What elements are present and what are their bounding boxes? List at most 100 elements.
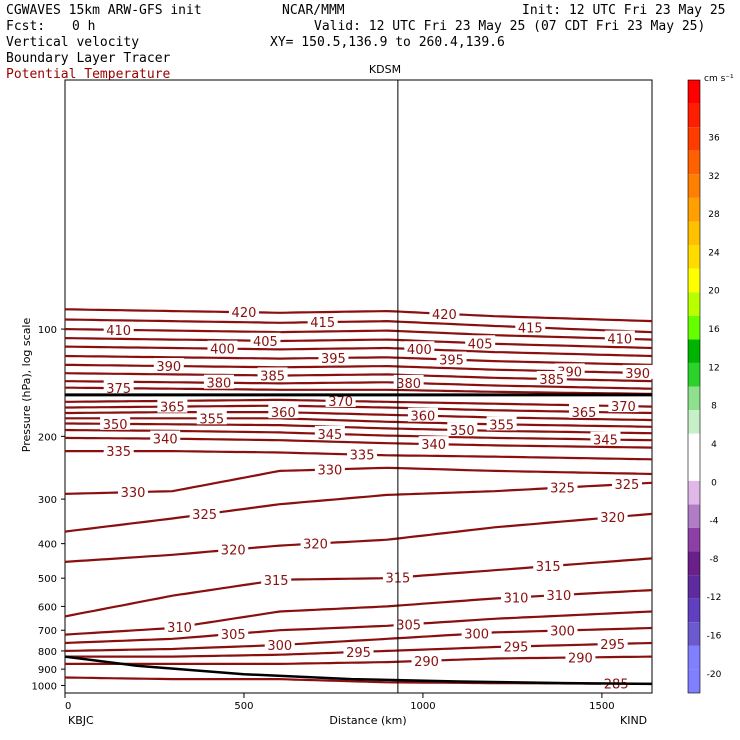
theta-label: 350 [450,424,475,439]
colorbar-tick-label: 36 [708,133,720,143]
model-title: CGWAVES 15km ARW-GFS init [6,3,202,18]
colorbar-cell [688,150,700,175]
theta-line-410 [64,328,653,341]
theta-label-bg [611,476,642,491]
theta-label: 315 [536,560,561,575]
theta-label-bg [314,461,345,476]
theta-label: 355 [199,412,224,427]
theta-label: 330 [121,486,146,501]
theta-label: 305 [396,618,421,633]
theta-label: 420 [432,308,457,323]
theta-label-bg [590,431,621,446]
y-tick-label: 600 [38,602,57,613]
theta-label-bg [407,407,438,422]
y-tick-label: 200 [38,432,57,443]
theta-label: 310 [504,591,529,606]
theta-label-bg [533,558,564,573]
theta-label: 290 [414,655,439,670]
theta-label: 405 [468,337,493,352]
colorbar: -20 -16 -12 -8 -4 0 4 8 12 16 20 24 28 32 36 [687,79,722,694]
x-tick-label: 1000 [410,701,435,712]
theta-label: 395 [321,352,346,367]
theta-label-bg [103,443,134,458]
theta-label: 415 [518,321,543,336]
theta-label-bg [411,652,442,667]
y-axis-title: Pressure (hPa), log scale [20,318,33,453]
theta-label: 335 [106,445,131,460]
theta-label: 410 [106,324,131,339]
colorbar-cell [688,268,700,293]
theta-label-bg [568,403,599,418]
colorbar-tick-label: 20 [708,287,720,297]
theta-label-bg [261,572,292,587]
theta-label: 390 [156,360,181,375]
theta-label-bg [257,367,288,382]
axes: 0 500 1000 1500 100 200 300 400 500 600 700 800 900 1… [32,325,615,712]
theta-label: 290 [568,651,593,666]
theta-label-bg [207,340,238,355]
theta-label-bg [150,430,181,445]
colorbar-cell [688,527,700,552]
theta-label: 400 [407,343,432,358]
theta-label: 325 [192,508,217,523]
valid-time: Valid: 12 UTC Fri 23 May 25 (07 CDT Fri … [314,19,705,34]
field-potential-temperature: Potential Temperature [6,67,171,82]
theta-label: 385 [260,369,285,384]
theta-label: 295 [504,640,529,655]
fcst-label: Fcst: [6,19,45,34]
theta-label-bg [164,618,195,633]
theta-line-405 [64,337,653,350]
theta-label-bg [547,479,578,494]
x-tick-label: 0 [65,701,71,712]
theta-label: 340 [153,433,178,448]
theta-label: 320 [221,544,246,559]
theta-line-375 [65,386,653,395]
colorbar-tick-label: 24 [708,248,720,258]
y-tick-label: 100 [38,325,57,336]
x-tick-label: 1500 [589,701,614,712]
y-tick-label: 500 [38,574,57,585]
theta-label-bg [325,392,356,407]
colorbar-cell [688,575,700,599]
theta-label-bg [536,371,567,386]
theta-label-bg [347,446,378,461]
theta-label-bg [218,541,249,556]
theta-label: 300 [267,639,292,654]
theta-line-290 [65,655,653,666]
theta-label-bg [103,321,134,336]
station-top-label: KDSM [369,63,401,76]
theta-label-bg [228,304,259,319]
theta-label-bg [393,616,424,631]
theta-label-bg [418,436,449,451]
xy-coordinates: XY= 150.5,136.9 to 260.4,139.6 [270,35,505,50]
theta-label: 400 [210,343,235,358]
colorbar-cell [688,103,700,128]
theta-label: 365 [160,401,185,416]
theta-label: 420 [232,306,257,321]
theta-label-bg [447,422,478,437]
theta-label: 345 [593,434,618,449]
theta-label: 410 [607,333,632,348]
colorbar-cell [688,551,700,576]
colorbar-cell [688,669,700,693]
theta-line-330 [64,466,653,495]
colorbar-cell [688,504,700,528]
theta-label: 355 [489,418,514,433]
theta-label-bg [318,349,349,364]
colorbar-cell [688,598,700,623]
theta-label-bg [500,638,531,653]
x-axis-title: Distance (km) [329,714,406,727]
theta-label-bg [547,622,578,637]
theta-label-bg [622,364,653,379]
theta-label: 395 [439,354,464,369]
theta-label-bg [100,415,131,430]
colorbar-cell [688,174,700,198]
colorbar-tick-label: 12 [708,363,719,373]
colorbar-cell [688,292,700,316]
theta-line-420 [64,308,653,323]
theta-label-bg [429,305,460,320]
theta-line-350 [65,422,653,435]
theta-label-bg [461,625,492,640]
init-time: Init: 12 UTC Fri 23 May 25 [522,3,726,18]
theta-label: 370 [611,400,636,415]
